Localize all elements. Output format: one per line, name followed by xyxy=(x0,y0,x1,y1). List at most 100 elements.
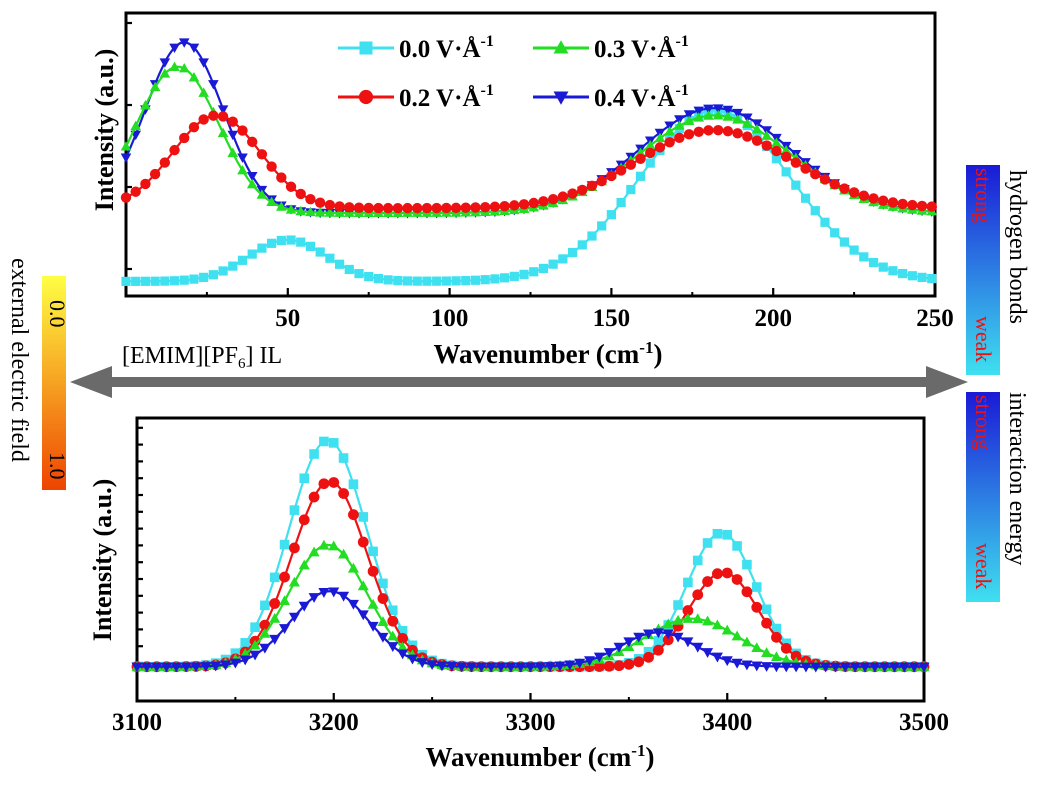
data-point xyxy=(188,43,200,54)
data-point xyxy=(315,247,325,257)
data-point xyxy=(781,167,791,177)
data-point xyxy=(790,650,802,662)
data-point xyxy=(603,648,615,658)
efield-top-value: 0.0 xyxy=(45,300,70,328)
arrow-head-right xyxy=(926,366,968,398)
data-point xyxy=(654,132,666,143)
data-point xyxy=(169,276,180,286)
data-point xyxy=(528,197,539,209)
data-point xyxy=(752,130,762,140)
data-point xyxy=(790,157,802,168)
data-point xyxy=(279,539,290,550)
data-point xyxy=(643,651,654,663)
data-point xyxy=(926,201,937,212)
data-point xyxy=(761,604,772,615)
data-point xyxy=(682,605,694,616)
x-tick-label: 3300 xyxy=(506,709,556,736)
data-point xyxy=(693,126,704,137)
data-point xyxy=(547,193,559,205)
data-point xyxy=(693,106,705,117)
data-point xyxy=(328,438,339,448)
data-point xyxy=(422,276,432,286)
data-point xyxy=(298,514,310,526)
data-point xyxy=(732,108,743,119)
ienergy-strong: strong xyxy=(971,395,996,450)
data-point xyxy=(387,615,399,627)
x-tick-label: 3400 xyxy=(702,709,752,736)
data-point xyxy=(682,613,694,623)
data-point xyxy=(616,197,626,208)
data-point xyxy=(721,567,733,579)
data-point xyxy=(567,247,578,258)
data-point xyxy=(879,662,891,673)
data-point xyxy=(324,199,336,211)
data-point xyxy=(780,654,792,665)
data-point xyxy=(387,630,399,641)
data-point xyxy=(180,662,192,673)
data-point xyxy=(683,577,693,588)
data-point xyxy=(269,634,281,645)
data-point xyxy=(149,168,161,180)
data-point xyxy=(237,125,248,136)
data-point xyxy=(623,658,635,670)
data-point xyxy=(451,276,461,286)
data-point xyxy=(318,539,330,550)
data-point xyxy=(652,644,664,656)
data-point xyxy=(732,541,742,551)
legend-label: 0.2 V·Å-1 xyxy=(399,82,494,112)
data-point xyxy=(246,172,258,182)
data-point xyxy=(692,642,704,653)
series-s00 xyxy=(132,436,929,672)
data-point xyxy=(208,110,219,121)
data-point xyxy=(200,662,212,672)
data-point xyxy=(210,661,222,672)
data-point xyxy=(178,38,190,48)
data-point xyxy=(683,115,695,125)
data-point xyxy=(887,197,899,208)
data-point xyxy=(354,268,364,279)
electric-field-scale: 0.0 1.0 external electric field xyxy=(6,258,70,490)
data-point xyxy=(160,276,170,286)
series-s02 xyxy=(120,110,937,214)
data-point xyxy=(693,112,705,122)
legend-item-0.3: 0.3 V·Å-1 xyxy=(533,33,689,63)
data-point xyxy=(672,614,684,625)
data-point xyxy=(597,221,607,231)
data-point xyxy=(505,662,517,673)
data-point xyxy=(908,662,920,673)
data-point xyxy=(645,158,655,168)
data-point xyxy=(495,662,507,673)
x-axis-label: Wavenumber (cm-1) xyxy=(434,338,663,369)
data-point xyxy=(338,591,350,602)
data-point xyxy=(256,189,268,199)
series-group xyxy=(131,436,930,673)
data-point xyxy=(878,262,888,272)
data-point xyxy=(761,140,772,151)
data-point xyxy=(820,662,832,673)
data-point xyxy=(377,616,389,626)
data-point xyxy=(295,188,306,200)
data-point xyxy=(771,154,782,164)
data-point xyxy=(868,257,879,268)
data-point xyxy=(383,275,393,285)
data-point xyxy=(907,271,917,281)
data-point xyxy=(703,110,714,120)
data-point xyxy=(888,662,901,673)
data-point xyxy=(159,68,171,78)
data-point xyxy=(742,131,753,142)
data-point xyxy=(227,130,239,141)
data-point xyxy=(771,631,782,643)
data-point xyxy=(392,202,404,214)
data-point xyxy=(702,615,714,626)
efield-title: external electric field xyxy=(6,258,32,462)
data-point xyxy=(249,650,261,661)
data-point xyxy=(751,135,763,146)
data-point xyxy=(288,612,300,623)
data-point xyxy=(485,662,497,673)
data-point xyxy=(534,662,546,673)
data-point xyxy=(732,128,743,139)
data-point xyxy=(338,453,349,463)
plot-frame xyxy=(124,11,937,298)
data-point xyxy=(256,149,268,160)
